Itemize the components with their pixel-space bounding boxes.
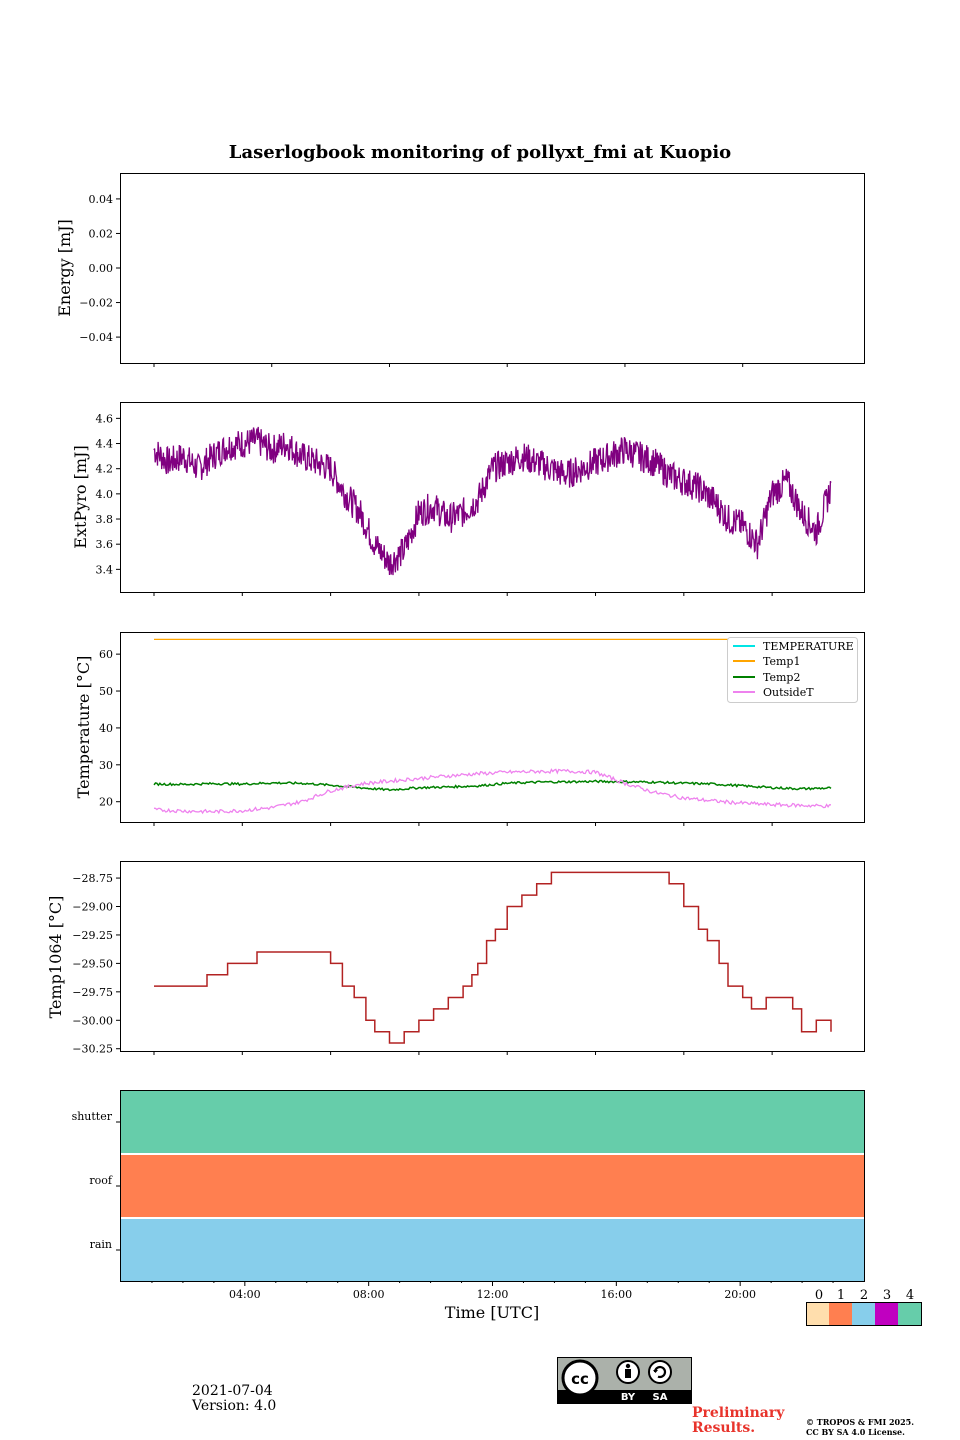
extpyro-x-ticks [153,592,773,596]
status-panel: shutter roof rain 04:00 08:00 12:00 16:00 20… [72,1090,865,1322]
y-tick-label: 0.04 [89,193,114,206]
y-tick-label: −0.02 [79,297,113,310]
status-x-ticks: 04:00 08:00 12:00 16:00 20:00 [151,1281,834,1301]
y-tick-label: 0.02 [89,227,114,240]
colorbar-label-4: 4 [906,1288,914,1303]
status-band-roof [121,1155,864,1217]
energy-x-ticks [153,363,744,367]
temp1064-panel: −28.75 −29.00 −29.25 −29.50 −29.75 −30.00 −30.… [46,861,865,1056]
legend-label-temperature: TEMPERATURE [763,640,854,653]
y-tick-label: 30 [99,759,113,772]
footer-version: Version: 4.0 [192,1398,277,1414]
x-tick-label: 04:00 [229,1288,261,1301]
x-tick-label: 12:00 [477,1288,509,1301]
y-tick-label: −0.04 [79,331,113,344]
legend-label-temp2: Temp2 [763,671,800,684]
y-tick-label: 50 [99,685,113,698]
legend-label-outsidet: OutsideT [763,686,814,699]
outsidet-series-line [153,768,831,815]
y-tick-label: 3.8 [96,513,114,526]
status-row-label-rain: rain [90,1238,112,1251]
copyright-note: © TROPOS & FMI 2025. CC BY SA 4.0 Licens… [806,1417,914,1437]
extpyro-panel: 4.6 4.4 4.2 4.0 3.8 3.6 3.4 ExtPyro [mJ] [71,402,865,596]
temp1064-ylabel: Temp1064 [°C] [46,896,65,1019]
status-xlabel: Time [UTC] [445,1303,539,1322]
footer-date: 2021-07-04 [192,1383,273,1399]
y-tick-label: 4.4 [96,438,114,451]
copyright-line1: © TROPOS & FMI 2025. [806,1417,915,1427]
colorbar-label-2: 2 [860,1288,868,1303]
colorbar-cell-0 [806,1302,829,1325]
y-tick-label: 60 [99,648,113,661]
y-tick-label: 3.6 [96,538,114,551]
colorbar-label-3: 3 [883,1288,891,1303]
y-tick-label: −30.25 [72,1043,113,1056]
preliminary-line1: Preliminary [692,1405,785,1421]
y-tick-label: −29.50 [72,957,113,970]
temperature-axes-frame [120,632,865,823]
y-tick-label: 3.4 [96,563,114,576]
y-tick-label: −30.00 [72,1014,113,1027]
temp1064-x-ticks [153,1051,773,1055]
colorbar-cell-4 [898,1302,922,1325]
temp1064-y-ticks: −28.75 −29.00 −29.25 −29.50 −29.75 −30.00 −30.… [72,872,120,1056]
extpyro-axes-frame [120,402,865,593]
cc-by-text: BY [621,1392,636,1403]
temp2-series-line [153,779,832,792]
x-tick-label: 08:00 [353,1288,385,1301]
y-tick-label: 4.6 [96,412,114,425]
y-tick-label: 40 [99,722,113,735]
colorbar-cell-3 [875,1302,898,1325]
temp1064-series-line [154,871,832,1044]
extpyro-series-line [153,426,832,576]
extpyro-ylabel: ExtPyro [mJ] [71,445,90,548]
svg-text:cc: cc [571,1370,589,1388]
preliminary-line2: Results. [692,1420,756,1436]
footer-date-block: 2021-07-04 Version: 4.0 [192,1384,276,1414]
temperature-x-ticks [153,822,773,826]
cc-by-sa-icon: cc BY SA [557,1357,692,1404]
colorbar-cell-1 [829,1302,852,1325]
status-row-label-shutter: shutter [72,1110,113,1123]
temperature-ylabel: Temperature [°C] [74,656,93,799]
y-tick-label: −29.25 [72,929,113,942]
y-tick-label: 0.00 [89,262,114,275]
extpyro-y-ticks: 4.6 4.4 4.2 4.0 3.8 3.6 3.4 [96,412,120,576]
y-tick-label: −29.75 [72,986,113,999]
x-tick-label: 20:00 [724,1288,756,1301]
y-tick-label: 20 [99,796,113,809]
energy-panel: 0.04 0.02 0.00 −0.02 −0.04 Energy [mJ] [55,173,865,367]
colorbar-cell-2 [852,1302,875,1325]
status-band-shutter [121,1091,864,1153]
preliminary-note: Preliminary Results. [692,1406,784,1436]
legend-label-temp1: Temp1 [763,655,800,668]
temp1064-axes-frame [120,861,865,1052]
x-tick-label: 16:00 [600,1288,632,1301]
status-colorbar: 0 1 2 3 4 [806,1288,922,1326]
y-tick-label: 4.2 [96,463,114,476]
energy-y-ticks: 0.04 0.02 0.00 −0.02 −0.04 [79,193,120,344]
figure-title: Laserlogbook monitoring of pollyxt_fmi a… [229,142,731,163]
status-band-rain [121,1219,864,1281]
temperature-legend: TEMPERATURE Temp1 Temp2 OutsideT [727,637,858,703]
status-row-label-roof: roof [89,1174,113,1187]
cc-sa-text: SA [653,1392,668,1403]
colorbar-frame [806,1302,922,1326]
temperature-panel: 60 50 40 30 20 Temperature [°C] TEMPERATURE … [74,632,865,826]
energy-axes-frame [120,173,865,364]
temperature-y-ticks: 60 50 40 30 20 [99,648,120,809]
y-tick-label: −28.75 [72,872,113,885]
colorbar-label-0: 0 [815,1288,823,1303]
copyright-line2: CC BY SA 4.0 License. [806,1427,905,1437]
colorbar-label-1: 1 [837,1288,845,1303]
legend-box [727,637,858,703]
y-tick-label: −29.00 [72,901,113,914]
energy-ylabel: Energy [mJ] [55,219,74,317]
y-tick-label: 4.0 [96,488,114,501]
